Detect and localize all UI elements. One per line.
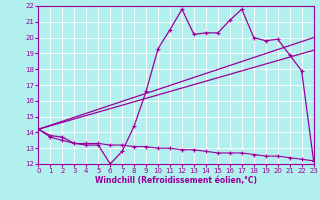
X-axis label: Windchill (Refroidissement éolien,°C): Windchill (Refroidissement éolien,°C) xyxy=(95,176,257,185)
